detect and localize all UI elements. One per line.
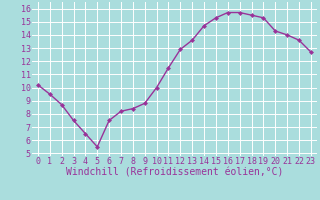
X-axis label: Windchill (Refroidissement éolien,°C): Windchill (Refroidissement éolien,°C) — [66, 168, 283, 178]
